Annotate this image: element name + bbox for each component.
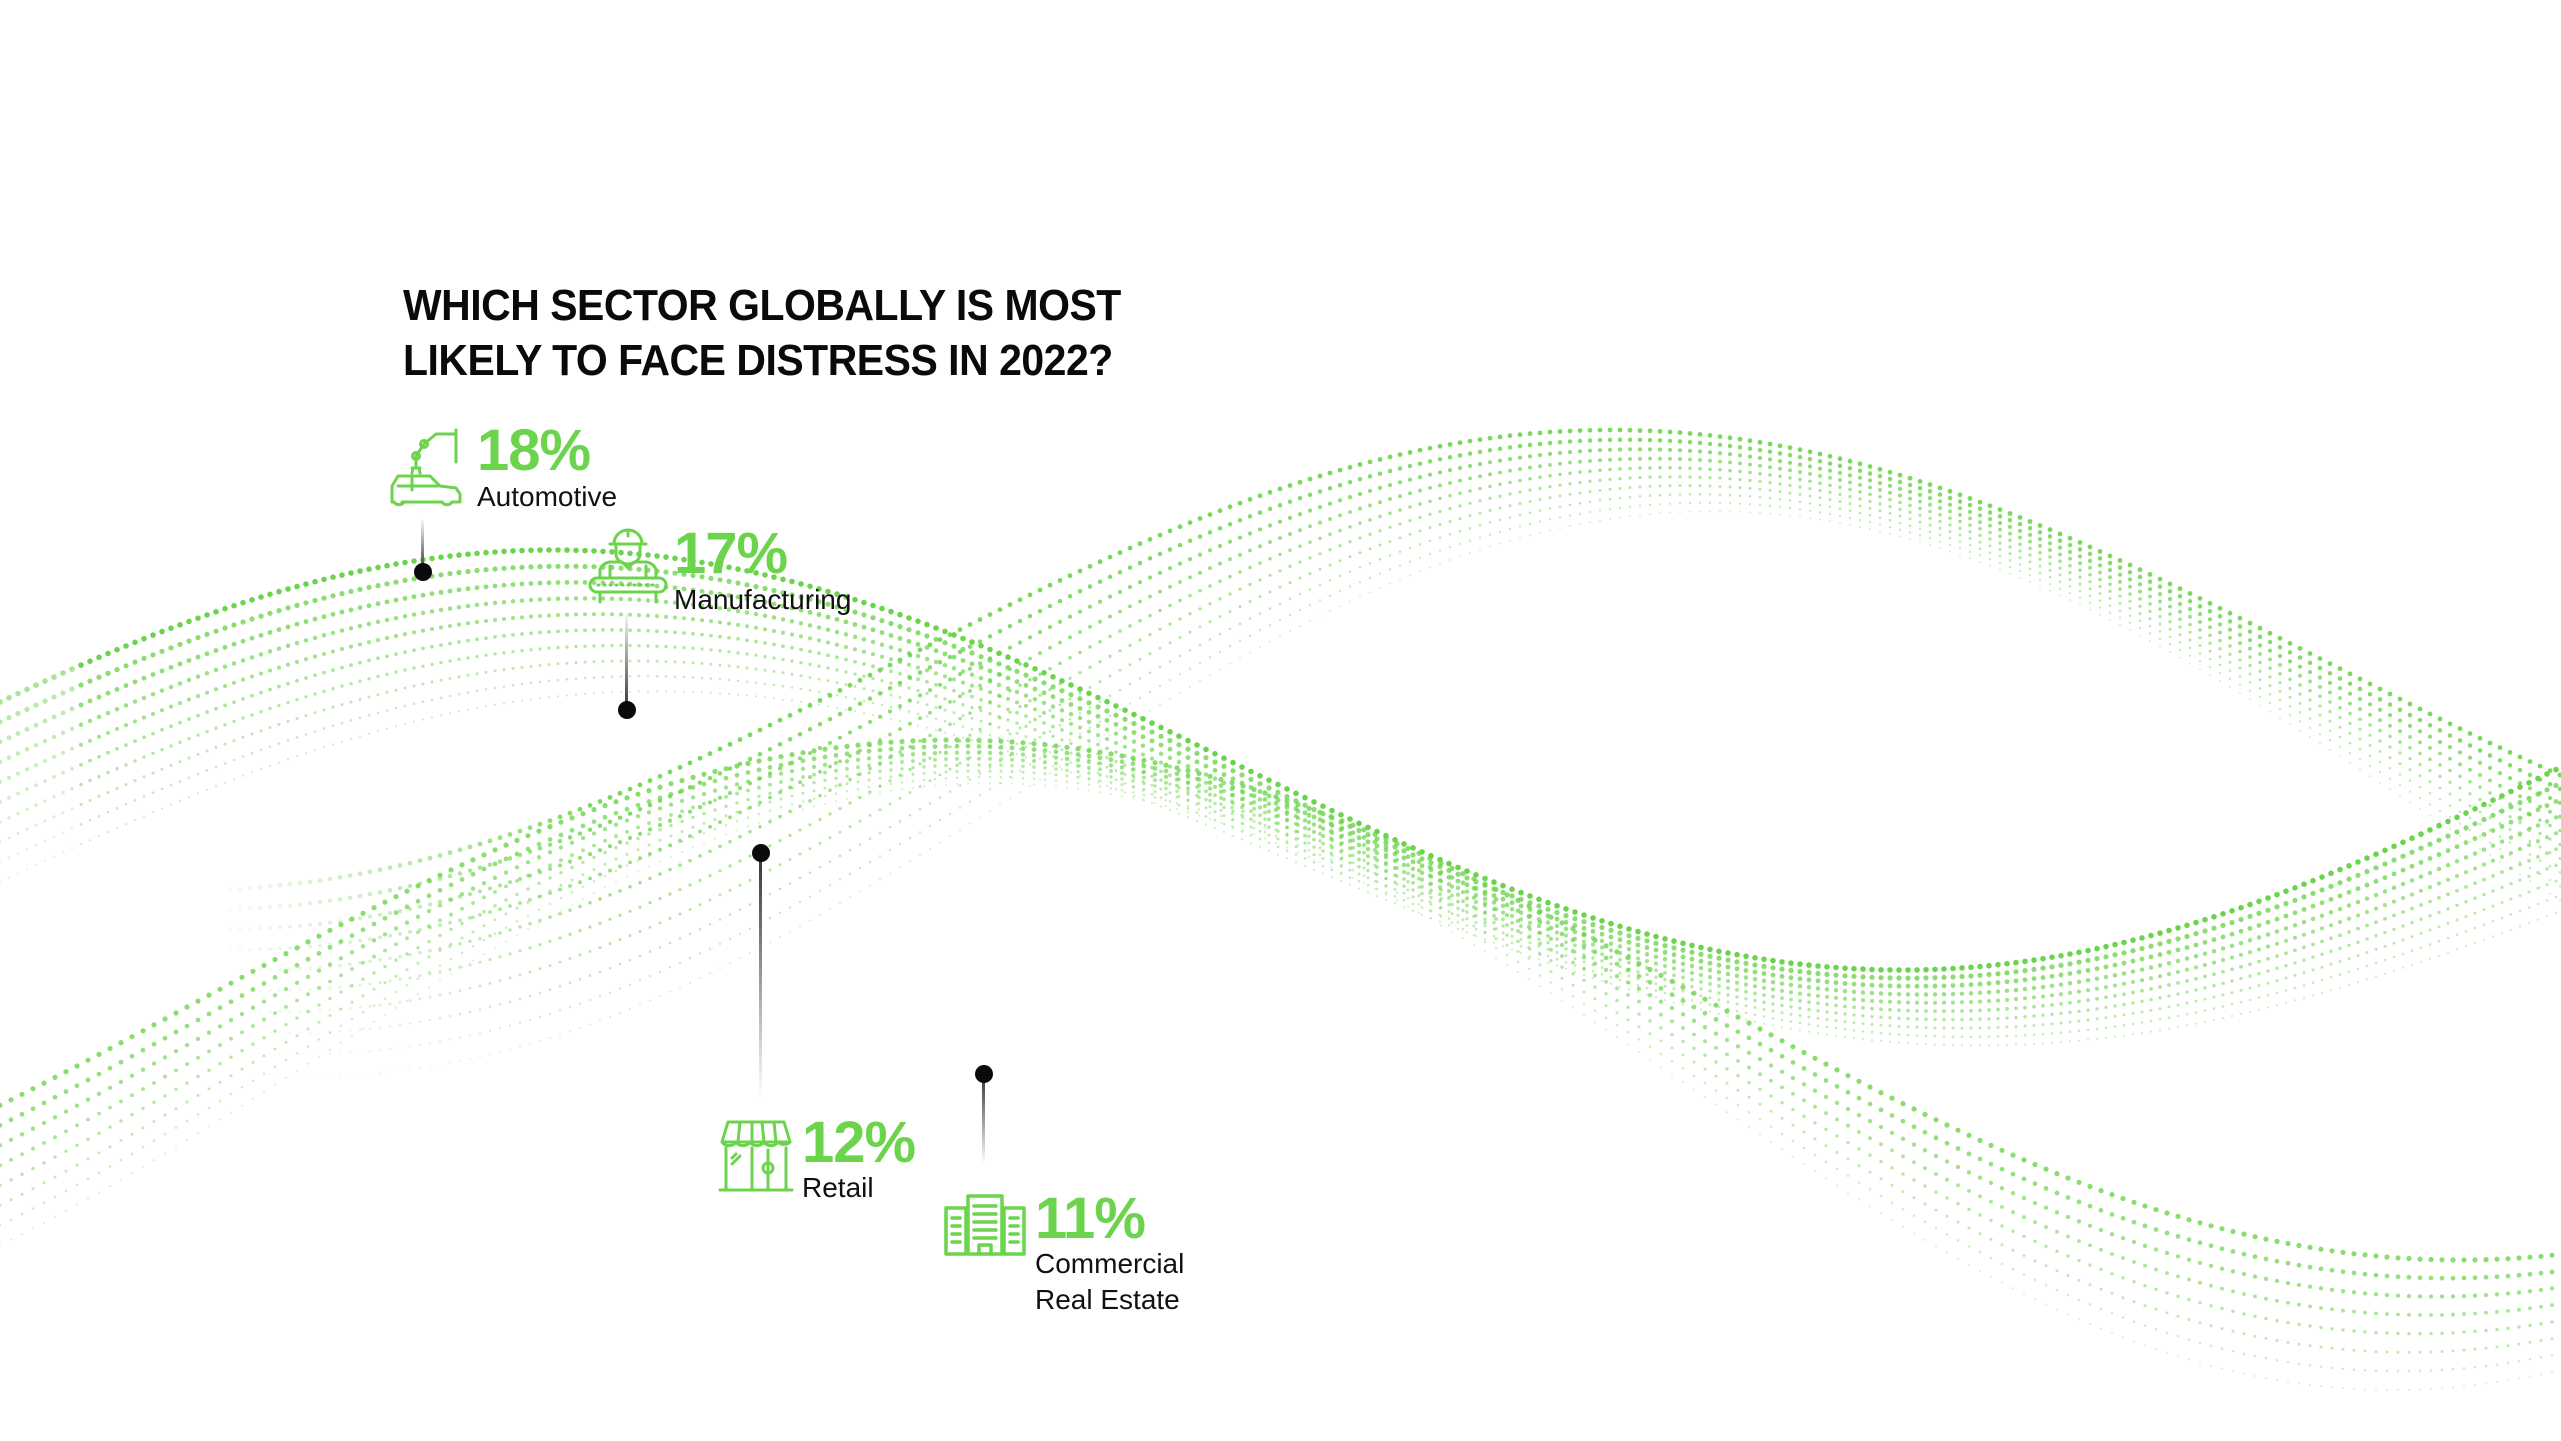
- label-commercial-real-estate-line1: Commercial: [1035, 1248, 1185, 1279]
- value-commercial-real-estate: 11%: [1035, 1186, 1146, 1251]
- value-retail: 12%: [802, 1110, 916, 1175]
- value-automotive: 18%: [477, 418, 591, 483]
- value-manufacturing: 17%: [674, 521, 788, 586]
- leader-line-retail: [759, 853, 762, 1098]
- worker-conveyor-icon: [588, 528, 668, 604]
- label-manufacturing: Manufacturing: [674, 584, 852, 615]
- label-automotive: Automotive: [477, 481, 618, 512]
- storefront-icon: [718, 1120, 794, 1192]
- leader-line-manufacturing: [625, 610, 628, 710]
- car-robot-arm-icon: [390, 428, 462, 507]
- chart-title: WHICH SECTOR GLOBALLY IS MOST LIKELY TO …: [403, 278, 1121, 388]
- marker-retail: [752, 844, 770, 862]
- marker-automotive: [414, 563, 432, 581]
- label-commercial-real-estate-line2: Real Estate: [1035, 1284, 1180, 1315]
- office-buildings-icon: [944, 1194, 1026, 1256]
- title-line-2: LIKELY TO FACE DISTRESS IN 2022?: [403, 336, 1113, 385]
- label-retail: Retail: [802, 1172, 874, 1203]
- marker-manufacturing: [618, 701, 636, 719]
- title-line-1: WHICH SECTOR GLOBALLY IS MOST: [403, 281, 1121, 330]
- leader-line-commercial-real-estate: [982, 1074, 985, 1164]
- marker-commercial-real-estate: [975, 1065, 993, 1083]
- leader-line-automotive: [421, 518, 424, 572]
